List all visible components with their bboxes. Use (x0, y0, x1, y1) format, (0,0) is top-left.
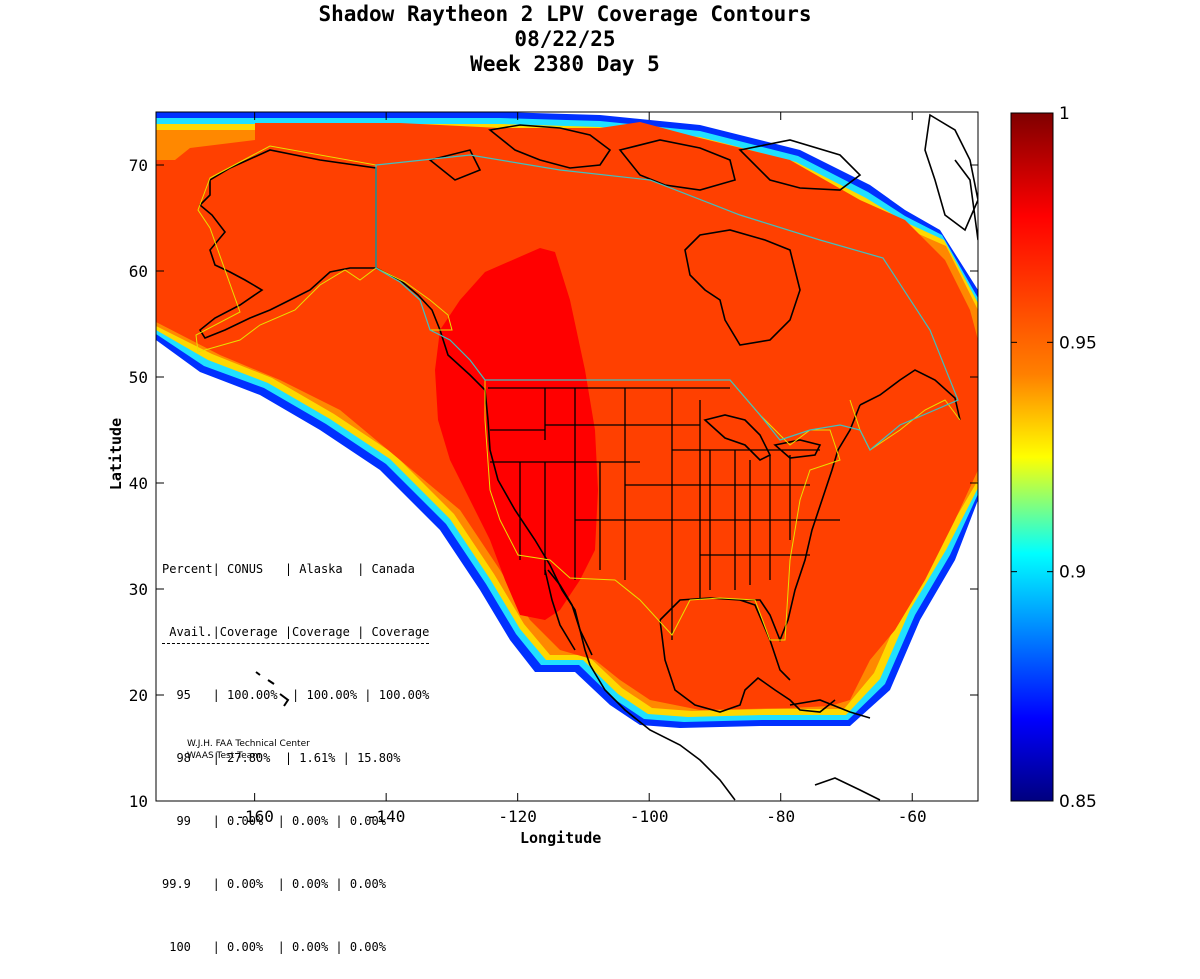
state-borders (488, 387, 840, 640)
chart-week-day: Week 2380 Day 5 (470, 52, 660, 76)
colorbar (1010, 112, 1054, 802)
table-row: 100 | 0.00% | 0.00% | 0.00% (162, 940, 386, 954)
credit-text: W.J.H. FAA Technical Center WAAS Test Te… (187, 738, 310, 762)
colorbar-ticks: 1 0.95 0.9 0.85 (1011, 104, 1097, 812)
credit-line-1: W.J.H. FAA Technical Center (187, 739, 310, 749)
axis-ticks: -160 -140 -120 -100 -80 -60 10 20 30 40 50 60 70 (129, 112, 978, 826)
colorbar-tick-label: 0.85 (1059, 792, 1097, 812)
plot-frame (155, 111, 979, 802)
table-header-1: Percent| CONUS | Alaska | Canada (162, 562, 415, 576)
y-tick-label: 30 (129, 580, 148, 599)
table-header-2: Avail.|Coverage |Coverage | Coverage (162, 622, 430, 644)
colorbar-tick-label: 0.9 (1059, 563, 1086, 583)
y-tick-label: 10 (129, 792, 148, 811)
y-tick-label: 20 (129, 686, 148, 705)
x-tick-label: -140 (367, 807, 406, 826)
x-tick-label: -60 (898, 807, 927, 826)
y-axis-label: Latitude (107, 417, 126, 491)
canada-service-boundary (375, 154, 959, 451)
table-row: 99 | 0.00% | 0.00% | 0.00% (162, 814, 386, 828)
table-row: 99.9 | 0.00% | 0.00% | 0.00% (162, 877, 386, 891)
coverage-high-zone (435, 248, 598, 620)
x-axis-label: Longitude (520, 829, 602, 847)
coverage-contours (156, 112, 978, 801)
y-tick-label: 70 (129, 156, 148, 175)
x-tick-label: -80 (766, 807, 795, 826)
chart-title: Shadow Raytheon 2 LPV Coverage Contours (318, 2, 812, 26)
y-tick-label: 40 (129, 474, 148, 493)
x-tick-label: -160 (235, 807, 274, 826)
colorbar-tick-label: 0.95 (1059, 333, 1097, 353)
x-tick-label: -120 (498, 807, 537, 826)
table-row: 98 | 27.80% | 1.61% | 15.80% (162, 751, 401, 765)
chart-date: 08/22/25 (514, 27, 616, 51)
coverage-map: -160 -140 -120 -100 -80 -60 10 20 30 40 50 60 70 1 0.… (129, 104, 1097, 826)
table-row: 95 | 100.00% | 100.00% | 100.00% (162, 688, 430, 702)
credit-line-2: WAAS Test Team (187, 751, 261, 761)
colorbar-tick-label: 1 (1059, 104, 1070, 124)
x-tick-label: -100 (630, 807, 669, 826)
y-tick-label: 50 (129, 368, 148, 387)
y-tick-label: 60 (129, 262, 148, 281)
